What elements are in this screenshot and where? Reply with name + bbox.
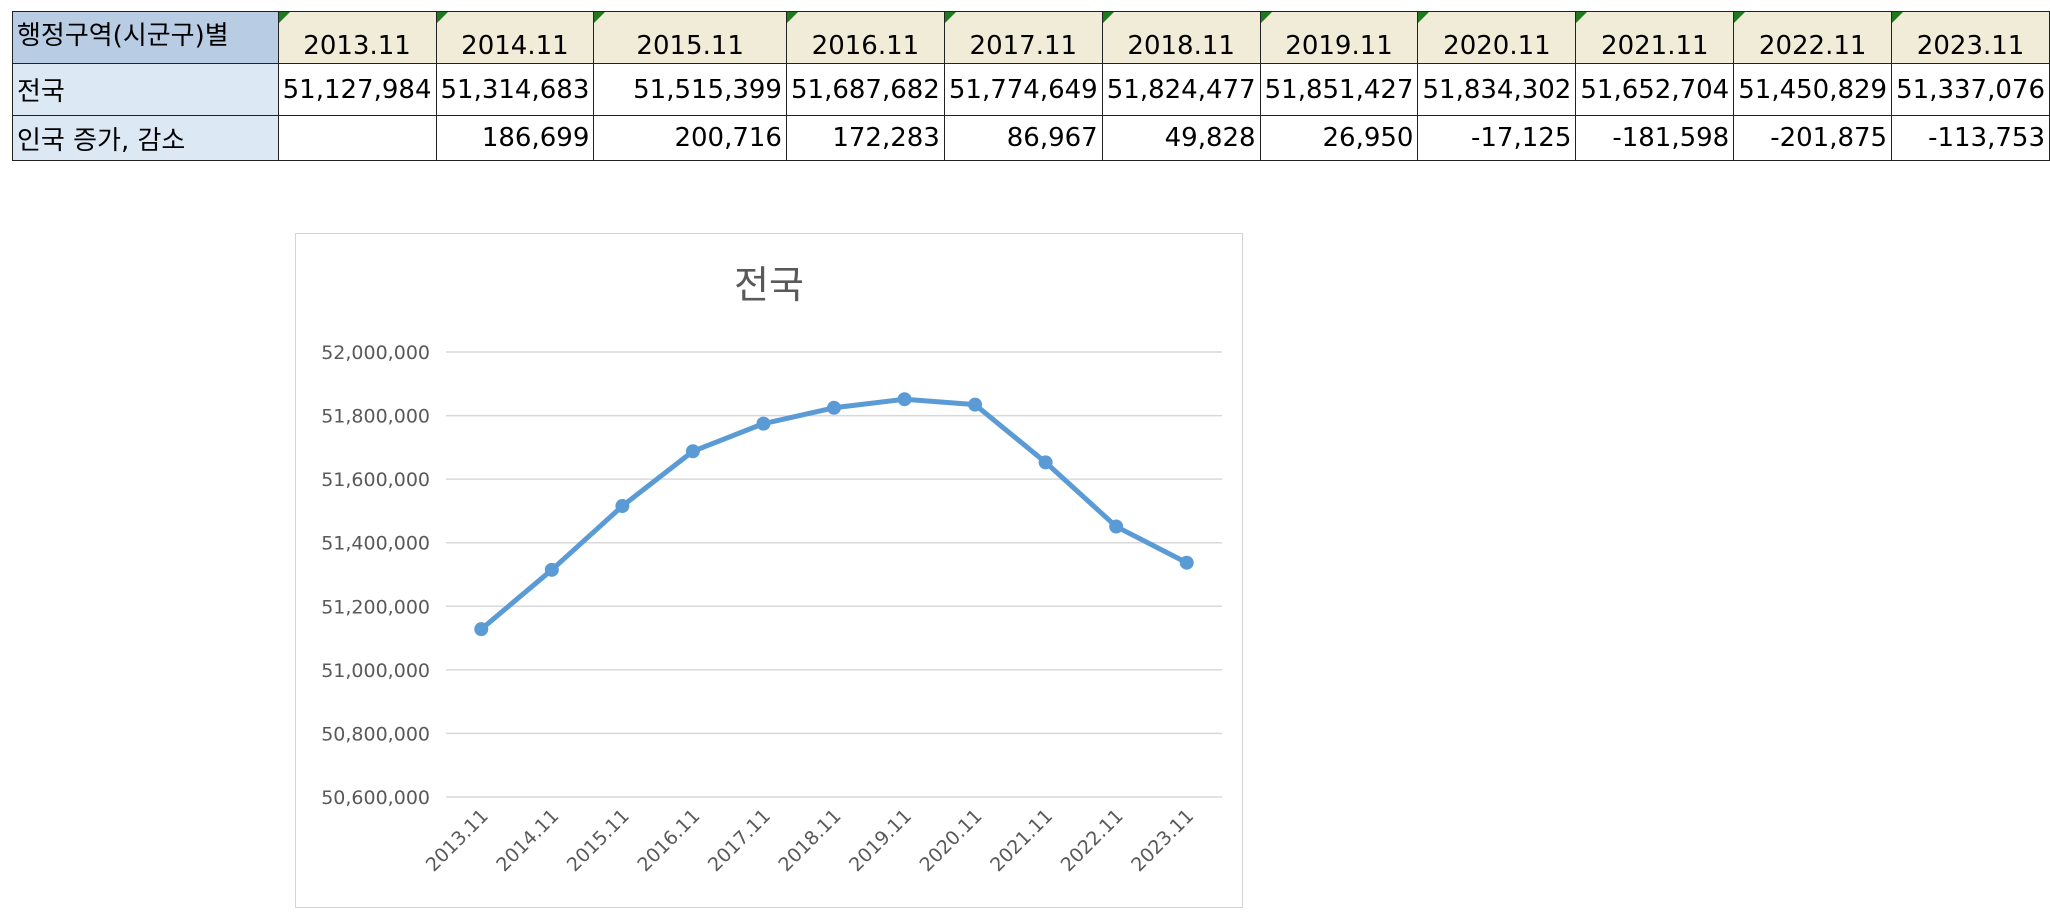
value-cell[interactable]: 51,515,399 xyxy=(593,63,787,116)
x-tick-label: 2014.11 xyxy=(492,805,563,876)
y-tick-label: 51,200,000 xyxy=(321,596,430,618)
y-tick-label: 51,400,000 xyxy=(321,533,430,555)
line-chart[interactable]: 전국 50,600,000 50,800,000 51,000,000 51,200,… xyxy=(295,233,1243,908)
value-cell[interactable]: -201,875 xyxy=(1733,115,1893,161)
x-tick-label: 2020.11 xyxy=(916,805,987,876)
value-cell[interactable]: 51,450,829 xyxy=(1733,63,1893,116)
data-point[interactable] xyxy=(1109,519,1124,534)
data-point[interactable] xyxy=(1179,555,1194,570)
x-tick-label: 2018.11 xyxy=(774,805,845,876)
y-tick-label: 52,000,000 xyxy=(321,342,430,364)
x-tick-label: 2023.11 xyxy=(1127,805,1198,876)
series-layer xyxy=(474,392,1194,637)
x-tick-label: 2022.11 xyxy=(1057,805,1128,876)
gridlines xyxy=(446,351,1222,798)
chart-canvas: 전국 50,600,000 50,800,000 51,000,000 51,200,… xyxy=(321,263,1222,876)
x-tick-label: 2019.11 xyxy=(845,805,916,876)
corner-header-cell[interactable]: 행정구역(시군구)별 xyxy=(12,11,279,64)
data-point[interactable] xyxy=(756,416,771,431)
value-cell[interactable]: 200,716 xyxy=(593,115,787,161)
column-header-6[interactable]: 2019.11 xyxy=(1259,11,1419,64)
column-header-8[interactable]: 2021.11 xyxy=(1575,11,1735,64)
column-header-1[interactable]: 2014.11 xyxy=(435,11,595,64)
y-axis-tick-labels: 50,600,000 50,800,000 51,000,000 51,200,000… xyxy=(321,342,430,809)
data-point[interactable] xyxy=(897,392,912,407)
value-cell[interactable]: -17,125 xyxy=(1417,115,1577,161)
value-cell[interactable]: -113,753 xyxy=(1891,115,2050,161)
data-point[interactable] xyxy=(968,397,983,412)
row-label-cell[interactable]: 인국 증가, 감소 xyxy=(12,115,279,161)
y-tick-label: 50,600,000 xyxy=(321,787,430,809)
column-header-2[interactable]: 2015.11 xyxy=(593,11,787,64)
column-header-9[interactable]: 2022.11 xyxy=(1733,11,1893,64)
y-tick-label: 50,800,000 xyxy=(321,723,430,745)
row-label-cell[interactable]: 전국 xyxy=(12,63,279,116)
value-cell[interactable]: 51,127,984 xyxy=(277,63,437,116)
data-point[interactable] xyxy=(1038,455,1053,470)
x-tick-label: 2016.11 xyxy=(633,805,704,876)
value-cell[interactable]: 186,699 xyxy=(435,115,595,161)
column-header-5[interactable]: 2018.11 xyxy=(1101,11,1261,64)
column-header-4[interactable]: 2017.11 xyxy=(943,11,1103,64)
x-tick-label: 2017.11 xyxy=(704,805,775,876)
value-cell[interactable]: 172,283 xyxy=(785,115,945,161)
x-tick-label: 2013.11 xyxy=(422,805,493,876)
data-point[interactable] xyxy=(474,622,489,637)
value-cell[interactable]: 51,851,427 xyxy=(1259,63,1419,116)
data-point[interactable] xyxy=(615,499,630,514)
data-point[interactable] xyxy=(544,562,559,577)
value-cell[interactable]: 51,834,302 xyxy=(1417,63,1577,116)
value-cell[interactable]: 51,314,683 xyxy=(435,63,595,116)
value-cell[interactable] xyxy=(277,115,437,161)
header-row: 행정구역(시군구)별 2013.11 2014.11 2015.11 2016.11 2… xyxy=(12,11,2050,64)
column-header-3[interactable]: 2016.11 xyxy=(785,11,945,64)
series-line[interactable] xyxy=(478,396,1190,632)
spreadsheet-table: 행정구역(시군구)별 2013.11 2014.11 2015.11 2016.11 2… xyxy=(12,11,2050,161)
column-header-7[interactable]: 2020.11 xyxy=(1417,11,1577,64)
value-cell[interactable]: 49,828 xyxy=(1101,115,1261,161)
data-point[interactable] xyxy=(827,400,841,415)
x-tick-label: 2015.11 xyxy=(563,805,634,876)
y-tick-label: 51,600,000 xyxy=(321,469,430,491)
value-cell[interactable]: -181,598 xyxy=(1575,115,1735,161)
data-point[interactable] xyxy=(685,444,700,459)
row-nation: 전국 51,127,984 51,314,683 51,515,399 51,687,6… xyxy=(12,63,2050,116)
x-axis-tick-labels: 2013.11 2014.11 2015.11 2016.11 2017.11 2018.… xyxy=(422,805,1199,876)
value-cell[interactable]: 51,824,477 xyxy=(1101,63,1261,116)
row-change: 인국 증가, 감소 186,699 200,716 172,283 86,967 49,8… xyxy=(12,115,2050,161)
value-cell[interactable]: 51,337,076 xyxy=(1891,63,2050,116)
y-tick-label: 51,000,000 xyxy=(321,660,430,682)
column-header-10[interactable]: 2023.11 xyxy=(1891,11,2050,64)
value-cell[interactable]: 26,950 xyxy=(1259,115,1419,161)
chart-title: 전국 xyxy=(734,263,804,307)
value-cell[interactable]: 51,687,682 xyxy=(785,63,945,116)
value-cell[interactable]: 86,967 xyxy=(943,115,1103,161)
x-tick-label: 2021.11 xyxy=(986,805,1057,876)
y-tick-label: 51,800,000 xyxy=(321,406,430,428)
column-header-0[interactable]: 2013.11 xyxy=(277,11,437,64)
value-cell[interactable]: 51,774,649 xyxy=(943,63,1103,116)
value-cell[interactable]: 51,652,704 xyxy=(1575,63,1735,116)
